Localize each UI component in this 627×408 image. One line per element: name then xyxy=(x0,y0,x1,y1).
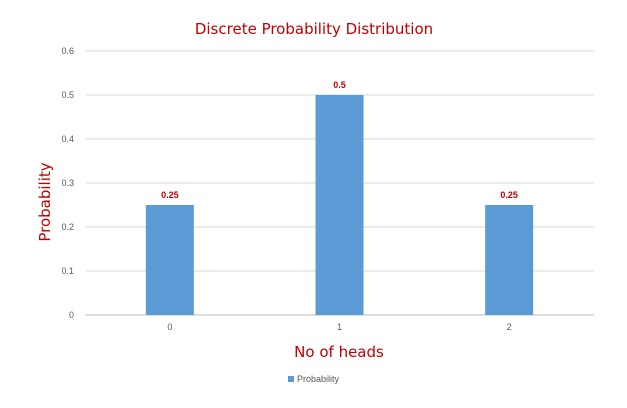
y-axis-ticks: 0 0.1 0.2 0.3 0.4 0.5 0.6 xyxy=(61,46,74,320)
data-label: 0.25 xyxy=(161,190,179,200)
x-tick-label: 2 xyxy=(507,322,512,332)
legend-label: Probability xyxy=(297,374,340,384)
x-tick-label: 1 xyxy=(337,322,342,332)
bar xyxy=(315,95,364,315)
x-tick-label: 0 xyxy=(167,322,172,332)
chart-title: Discrete Probability Distribution xyxy=(195,20,433,38)
legend: Probability xyxy=(288,374,340,384)
bar xyxy=(485,205,534,315)
y-axis-title: Probability xyxy=(36,162,54,241)
y-tick-label: 0.4 xyxy=(61,134,74,144)
y-tick-label: 0.6 xyxy=(61,46,74,56)
y-tick-label: 0.3 xyxy=(61,178,74,188)
data-label: 0.25 xyxy=(500,190,518,200)
data-label: 0.5 xyxy=(333,80,346,90)
bars xyxy=(145,95,534,315)
legend-swatch xyxy=(288,376,294,382)
x-axis-ticks: 0 1 2 xyxy=(167,322,511,332)
bar xyxy=(145,205,194,315)
x-axis-title: No of heads xyxy=(294,343,384,361)
y-tick-label: 0.1 xyxy=(61,266,74,276)
data-labels: 0.25 0.5 0.25 xyxy=(161,80,518,200)
y-tick-label: 0 xyxy=(69,310,74,320)
y-tick-label: 0.2 xyxy=(61,222,74,232)
y-tick-label: 0.5 xyxy=(61,90,74,100)
